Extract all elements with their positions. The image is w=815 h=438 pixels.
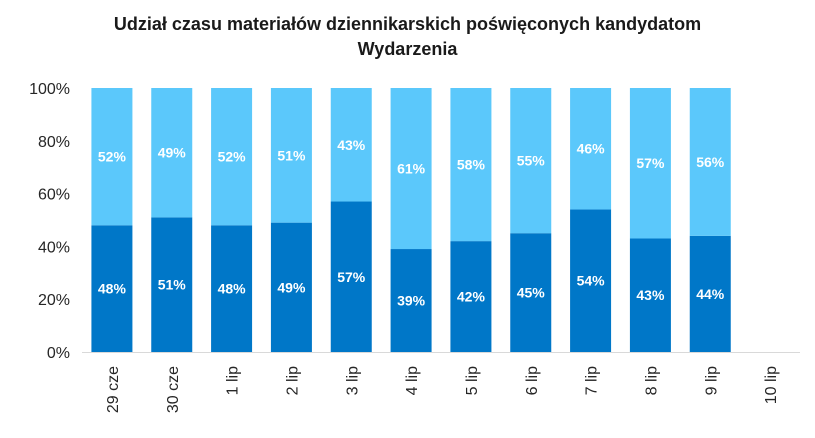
bar-segment-2 [211, 88, 253, 226]
data-label: 45% [517, 285, 546, 301]
data-label: 52% [218, 149, 247, 165]
bar-segment-1 [629, 238, 671, 352]
data-label: 49% [158, 145, 187, 161]
data-label: 46% [577, 141, 606, 157]
y-tick-label: 40% [38, 239, 70, 256]
data-label: 61% [397, 161, 426, 177]
y-tick-label: 20% [38, 292, 70, 309]
x-tick-label: 5 lip [464, 366, 481, 395]
x-tick-label: 9 lip [703, 366, 720, 395]
x-tick-label: 6 lip [524, 366, 541, 395]
data-label: 56% [696, 154, 725, 170]
bar-segment-2 [151, 88, 193, 218]
bar-segment-1 [510, 233, 552, 352]
data-label: 51% [277, 147, 306, 163]
bar-segment-2 [629, 88, 671, 239]
data-label: 43% [337, 137, 366, 153]
data-label: 51% [158, 277, 187, 293]
data-label: 48% [98, 281, 127, 297]
x-tick-label: 29 cze [105, 366, 122, 413]
x-tick-label: 7 lip [584, 366, 601, 395]
bar-segment-1 [211, 225, 253, 352]
y-tick-label: 80% [38, 134, 70, 151]
data-label: 58% [457, 157, 486, 173]
data-label: 48% [218, 281, 247, 297]
x-tick-label: 30 cze [165, 366, 182, 413]
bar-segment-2 [570, 88, 612, 210]
data-label: 57% [636, 155, 665, 171]
bar-segment-2 [270, 88, 312, 223]
bar-segment-1 [390, 249, 432, 352]
x-tick-label: 10 lip [763, 366, 780, 404]
chart-title: Udział czasu materiałów dziennikarskich … [0, 12, 815, 62]
data-label: 42% [457, 289, 486, 305]
x-tick-label: 3 lip [344, 366, 361, 395]
data-label: 49% [277, 279, 306, 295]
bar-segment-2 [510, 88, 552, 234]
bar-segment-1 [570, 209, 612, 352]
bar-segment-2 [689, 88, 731, 236]
bar-segment-1 [450, 241, 492, 352]
bar-segment-2 [330, 88, 372, 202]
bar-segment-1 [270, 222, 312, 352]
bar-segment-2 [390, 88, 432, 250]
bar-segment-1 [330, 201, 372, 352]
data-label: 44% [696, 286, 725, 302]
x-tick-label: 4 lip [404, 366, 421, 395]
x-tick-label: 1 lip [225, 366, 242, 395]
bar-segment-2 [450, 88, 492, 242]
data-label: 43% [636, 287, 665, 303]
chart-title-line: Udział czasu materiałów dziennikarskich … [113, 14, 702, 34]
x-tick-label: 2 lip [284, 366, 301, 395]
data-label: 52% [98, 149, 127, 165]
y-tick-label: 60% [38, 187, 70, 204]
bar-segment-1 [689, 235, 731, 352]
bar-segment-2 [91, 88, 133, 226]
chart-subtitle-line: Wydarzenia [357, 39, 458, 59]
data-label: 57% [337, 269, 366, 285]
data-label: 55% [517, 153, 546, 169]
data-label: 54% [577, 273, 606, 289]
bar-segment-1 [91, 225, 133, 352]
y-tick-label: 0% [47, 345, 70, 362]
x-tick-label: 8 lip [643, 366, 660, 395]
bar-segment-1 [151, 217, 193, 352]
y-tick-label: 100% [29, 81, 70, 98]
data-label: 39% [397, 293, 426, 309]
